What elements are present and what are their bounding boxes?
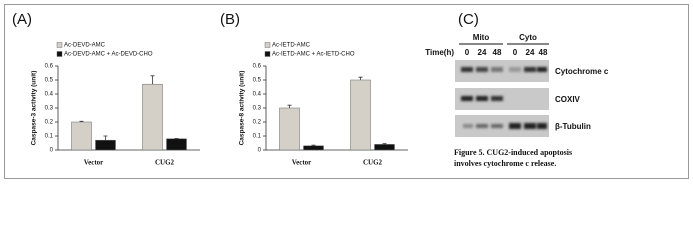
band bbox=[537, 67, 547, 72]
y-tick-label: 0 bbox=[258, 148, 262, 154]
legend-label: Ac-IETD-AMC + Ac-IETD-CHO bbox=[272, 52, 355, 58]
error-bar bbox=[358, 76, 363, 80]
y-tick-label: 0.1 bbox=[253, 134, 262, 140]
caption: Figure 5. CUG2-induced apoptosis bbox=[454, 148, 572, 157]
legend-label: Ac-DEVD-AMC bbox=[64, 43, 106, 49]
frame bbox=[4, 4, 689, 179]
y-tick-label: 0 bbox=[50, 148, 54, 154]
figure: (C) Mito Cyto Time(h) 0 24 48 0 24 48 Cy… bbox=[4, 4, 689, 179]
band bbox=[524, 123, 536, 129]
group-label: Cyto bbox=[519, 33, 537, 42]
legend-swatch bbox=[264, 42, 271, 48]
bar bbox=[374, 144, 395, 151]
lane-label: 0 bbox=[513, 48, 518, 57]
y-tick-label: 0.4 bbox=[253, 92, 262, 98]
bar bbox=[303, 145, 324, 151]
blot-label: COXIV bbox=[555, 95, 581, 104]
error-bar bbox=[311, 144, 316, 146]
legend-swatch bbox=[264, 51, 271, 57]
panel-label: (C) bbox=[458, 11, 479, 28]
lane-label: 24 bbox=[526, 48, 535, 57]
y-tick-label: 0.2 bbox=[45, 120, 54, 126]
panel-label: (B) bbox=[220, 11, 240, 28]
lane-label: 0 bbox=[465, 48, 470, 57]
bar bbox=[279, 107, 300, 151]
band bbox=[491, 67, 503, 72]
time-label: Time(h) bbox=[425, 48, 454, 57]
band bbox=[491, 124, 503, 128]
blot-label: β-Tubulin bbox=[555, 122, 591, 131]
y-tick-label: 0.6 bbox=[253, 64, 262, 70]
y-tick-label: 0.2 bbox=[253, 120, 262, 126]
lane-label: 48 bbox=[539, 48, 548, 57]
band bbox=[476, 124, 488, 128]
caption: involves cytochrome c release. bbox=[454, 159, 556, 168]
legend-label: Ac-IETD-AMC bbox=[272, 43, 311, 49]
band bbox=[509, 123, 521, 129]
error-bar bbox=[103, 135, 108, 141]
lane-label: 48 bbox=[493, 48, 502, 57]
blot-label: Cytochrome c bbox=[555, 67, 609, 76]
band bbox=[461, 67, 473, 72]
band bbox=[509, 67, 521, 72]
legend-swatch bbox=[56, 51, 63, 57]
y-tick-label: 0.3 bbox=[253, 106, 262, 112]
y-axis-label: Caspase-3 activity (unit) bbox=[31, 71, 38, 146]
bar bbox=[350, 79, 371, 151]
band bbox=[491, 96, 503, 101]
band bbox=[537, 123, 547, 129]
y-tick-label: 0.6 bbox=[45, 64, 54, 70]
panel-label: (A) bbox=[12, 11, 32, 28]
bar bbox=[95, 139, 116, 151]
x-tick-label: Vector bbox=[292, 159, 312, 167]
y-axis-label: Caspase-8 activity (unit) bbox=[239, 71, 246, 146]
bands bbox=[461, 67, 547, 129]
bar bbox=[166, 138, 187, 151]
y-tick-label: 0.4 bbox=[45, 92, 54, 98]
y-tick-label: 0.3 bbox=[45, 106, 54, 112]
y-tick-label: 0.5 bbox=[253, 78, 262, 84]
y-tick-label: 0.5 bbox=[45, 78, 54, 84]
y-tick-label: 0.1 bbox=[45, 134, 54, 140]
legend-label: Ac-DEVD-AMC + Ac-DEVD-CHO bbox=[64, 52, 153, 58]
legend-swatch bbox=[56, 42, 63, 48]
error-bar bbox=[150, 75, 155, 85]
band bbox=[461, 96, 473, 101]
error-bar bbox=[382, 143, 387, 145]
error-bar bbox=[79, 120, 84, 122]
band bbox=[463, 124, 473, 128]
blot-panel: (C) Mito Cyto Time(h) 0 24 48 0 24 48 Cy… bbox=[425, 11, 609, 168]
error-bar bbox=[287, 104, 292, 108]
bar bbox=[142, 83, 163, 151]
x-tick-label: CUG2 bbox=[155, 159, 175, 167]
bar bbox=[71, 121, 92, 151]
x-tick-label: Vector bbox=[84, 159, 104, 167]
x-tick-label: CUG2 bbox=[363, 159, 383, 167]
band bbox=[476, 96, 488, 101]
band bbox=[524, 67, 536, 72]
lane-label: 24 bbox=[478, 48, 487, 57]
group-label: Mito bbox=[473, 33, 490, 42]
band bbox=[476, 67, 488, 72]
